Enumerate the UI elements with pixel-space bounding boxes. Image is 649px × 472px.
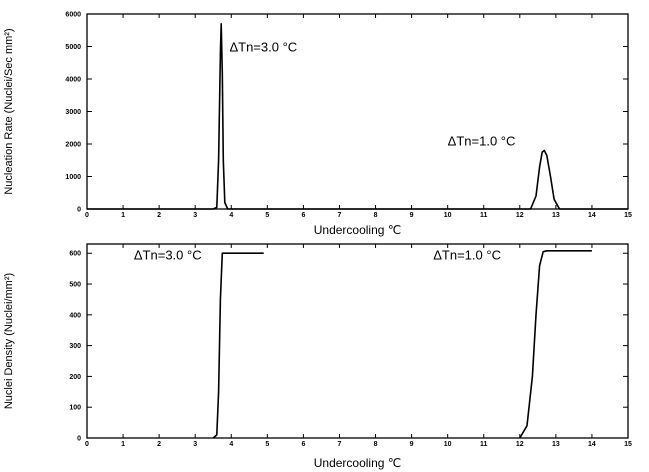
annotation-label: ΔTn=3.0 °C xyxy=(229,39,297,54)
y-tick-label: 4000 xyxy=(65,77,81,84)
x-tick-label: 4 xyxy=(229,212,233,219)
y-tick-label: 5000 xyxy=(65,44,81,51)
x-tick-label: 8 xyxy=(374,441,378,448)
x-axis-label: Undercooling ℃ xyxy=(314,223,402,237)
x-tick-label: 3 xyxy=(193,441,197,448)
annotation-label: ΔTn=1.0 °C xyxy=(448,134,516,149)
x-tick-label: 12 xyxy=(516,441,524,448)
x-tick-label: 14 xyxy=(588,212,596,219)
x-tick-label: 6 xyxy=(301,441,305,448)
y-axis-label: Nuclei Density (Nuclei/mm²) xyxy=(3,273,15,409)
x-tick-label: 9 xyxy=(410,441,414,448)
y-tick-label: 0 xyxy=(77,436,81,443)
y-tick-label: 400 xyxy=(69,312,81,319)
x-tick-label: 13 xyxy=(552,212,560,219)
nuclei-density-chart: 0 1 2 3 4 5 6 7 8 9 10 11 12 13 14 15010020030040050060… xyxy=(3,243,632,470)
x-tick-label: 11 xyxy=(480,441,488,448)
annotation-label: ΔTn=3.0 °C xyxy=(134,247,202,262)
x-tick-label: 10 xyxy=(444,212,452,219)
series-line xyxy=(519,250,592,439)
plot-frame xyxy=(86,243,629,439)
y-tick-label: 3000 xyxy=(65,109,81,116)
x-tick-label: 0 xyxy=(85,441,89,448)
y-tick-label: 2000 xyxy=(65,142,81,149)
y-tick-label: 1000 xyxy=(65,174,81,181)
y-axis-label: Nucleation Rate (Nuclei/Sec mm²) xyxy=(3,28,15,194)
plot-frame xyxy=(86,13,629,210)
x-tick-label: 4 xyxy=(229,441,233,448)
x-tick-label: 12 xyxy=(516,212,524,219)
x-axis-label: Undercooling ℃ xyxy=(314,456,402,470)
x-tick-label: 15 xyxy=(624,441,632,448)
x-tick-label: 8 xyxy=(374,212,378,219)
x-tick-label: 13 xyxy=(552,441,560,448)
x-tick-label: 7 xyxy=(338,441,342,448)
y-tick-label: 100 xyxy=(69,405,81,412)
x-tick-label: 2 xyxy=(157,212,161,219)
x-tick-label: 2 xyxy=(157,441,161,448)
series-line xyxy=(212,252,264,439)
y-tick-label: 200 xyxy=(69,374,81,381)
x-tick-label: 15 xyxy=(624,212,632,219)
x-tick-label: 3 xyxy=(193,212,197,219)
y-tick-label: 600 xyxy=(69,251,81,258)
y-tick-label: 500 xyxy=(69,282,81,289)
x-tick-label: 1 xyxy=(121,212,125,219)
y-tick-label: 6000 xyxy=(65,12,81,19)
y-tick-label: 0 xyxy=(77,207,81,214)
nucleation-rate-chart: 0 1 2 3 4 5 6 7 8 9 10 11 12 13 14 15010002000300040005… xyxy=(3,12,632,238)
y-tick-label: 300 xyxy=(69,343,81,350)
x-tick-label: 0 xyxy=(85,212,89,219)
x-tick-label: 9 xyxy=(410,212,414,219)
x-tick-label: 1 xyxy=(121,441,125,448)
x-tick-label: 10 xyxy=(444,441,452,448)
series-line xyxy=(87,22,628,210)
x-tick-label: 7 xyxy=(338,212,342,219)
x-tick-label: 14 xyxy=(588,441,596,448)
x-tick-label: 5 xyxy=(265,441,269,448)
annotation-label: ΔTn=1.0 °C xyxy=(433,247,501,262)
x-tick-label: 5 xyxy=(265,212,269,219)
x-tick-label: 6 xyxy=(301,212,305,219)
x-tick-label: 11 xyxy=(480,212,488,219)
